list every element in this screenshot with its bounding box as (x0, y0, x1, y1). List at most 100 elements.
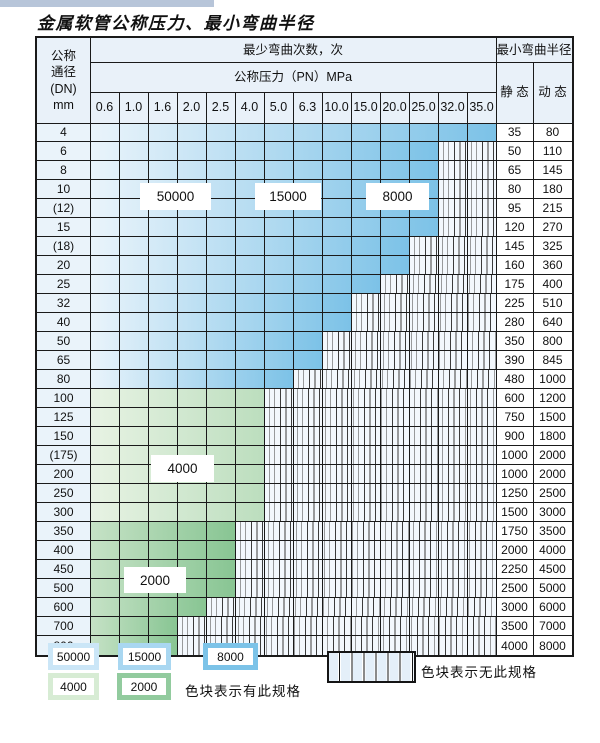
no-spec-region (409, 256, 496, 274)
pressure-col-header: 1.6 (148, 92, 177, 123)
legend-swatch-15000: 15000 (118, 643, 171, 670)
static-radius-cell: 1750 (496, 522, 533, 540)
legend-swatch-2000: 2000 (117, 673, 171, 700)
pressure-grid-line (438, 92, 439, 655)
static-radius-cell: 900 (496, 427, 533, 445)
nominal-pressure-header: 公称压力（PN）MPa (90, 62, 496, 92)
dn-header-line: (DN) (50, 81, 77, 96)
dynamic-radius-cell: 8000 (533, 636, 572, 655)
table-row: 8 65 145 (37, 161, 572, 180)
spec-available-region (90, 313, 351, 331)
pressure-bend-table: 公称 通径 (DN) mm 最少弯曲次数，次 最小弯曲半径 公称压力（PN）MPa 静… (35, 36, 574, 657)
legend-has-spec-note: 色块表示有此规格 (185, 684, 301, 699)
dn-header-line: 通径 (50, 65, 76, 79)
static-column-header: 静 态 (496, 62, 533, 123)
table-row: 40 280 640 (37, 313, 572, 332)
static-radius-cell: 35 (496, 123, 533, 141)
dn-cell: 6 (37, 142, 90, 160)
table-row: 700 3500 7000 (37, 617, 572, 636)
dynamic-radius-cell: 2500 (533, 484, 572, 502)
dn-cell: 100 (37, 389, 90, 407)
static-radius-cell: 1000 (496, 446, 533, 464)
pressure-col-header: 0.6 (90, 92, 119, 123)
dynamic-radius-cell: 325 (533, 237, 572, 255)
dn-cell: 80 (37, 370, 90, 388)
static-radius-cell: 160 (496, 256, 533, 274)
table-row: 350 1750 3500 (37, 522, 572, 541)
legend-no-spec-swatch (327, 651, 416, 683)
spec-available-region (90, 541, 235, 559)
static-radius-cell: 750 (496, 408, 533, 426)
table-row: 300 1500 3000 (37, 503, 572, 522)
table-row: 50 350 800 (37, 332, 572, 351)
static-radius-cell: 65 (496, 161, 533, 179)
no-spec-region (235, 522, 496, 540)
dn-cell: 40 (37, 313, 90, 331)
dynamic-radius-cell: 5000 (533, 579, 572, 597)
pressure-col-header: 2.5 (206, 92, 235, 123)
table-row: 150 900 1800 (37, 427, 572, 446)
dynamic-radius-cell: 400 (533, 275, 572, 293)
dynamic-radius-cell: 800 (533, 332, 572, 350)
dn-cell: 8 (37, 161, 90, 179)
no-spec-region (351, 313, 496, 331)
table-row: 80 480 1000 (37, 370, 572, 389)
no-spec-region (235, 579, 496, 597)
table-row: 200 1000 2000 (37, 465, 572, 484)
dn-column-header: 公称 通径 (DN) mm (37, 38, 90, 123)
dynamic-radius-cell: 1800 (533, 427, 572, 445)
legend-swatch-50000: 50000 (48, 643, 99, 670)
dn-cell: 200 (37, 465, 90, 483)
dn-cell: 500 (37, 579, 90, 597)
pressure-col-header: 5.0 (264, 92, 293, 123)
static-radius-cell: 50 (496, 142, 533, 160)
pressure-col-header: 25.0 (409, 92, 438, 123)
scan-edge-strip (0, 0, 214, 7)
static-dynamic-divider (533, 62, 534, 655)
dynamic-radius-cell: 640 (533, 313, 572, 331)
dn-header-line: 公称 (50, 48, 76, 63)
region-label-2000: 2000 (124, 567, 186, 593)
no-spec-region (351, 294, 496, 312)
legend-swatch-8000: 8000 (203, 643, 258, 670)
dn-cell: 15 (37, 218, 90, 236)
dn-cell: 32 (37, 294, 90, 312)
pressure-grid-line (351, 92, 352, 655)
spec-available-region (90, 617, 177, 635)
no-spec-region (293, 370, 496, 388)
table-row: 125 750 1500 (37, 408, 572, 427)
table-row: (18) 145 325 (37, 237, 572, 256)
dn-cell: (175) (37, 446, 90, 464)
dynamic-radius-cell: 510 (533, 294, 572, 312)
pressure-grid-line (119, 92, 120, 655)
region-label-15000: 15000 (255, 183, 321, 210)
dynamic-radius-cell: 80 (533, 123, 572, 141)
static-radius-cell: 480 (496, 370, 533, 388)
pressure-col-header: 35.0 (467, 92, 496, 123)
static-radius-cell: 280 (496, 313, 533, 331)
static-radius-cell: 3500 (496, 617, 533, 635)
table-row: 500 2500 5000 (37, 579, 572, 598)
dn-cell: 250 (37, 484, 90, 502)
pressure-grid-line (409, 92, 410, 655)
no-spec-region (235, 560, 496, 578)
table-row: 25 175 400 (37, 275, 572, 294)
legend-label-4000: 4000 (53, 678, 94, 695)
pressure-col-header: 2.0 (177, 92, 206, 123)
spec-available-region (90, 237, 409, 255)
pressure-col-header: 20.0 (380, 92, 409, 123)
pressure-grid-line (206, 92, 207, 655)
dynamic-column-header: 动 态 (533, 62, 572, 123)
static-radius-cell: 120 (496, 218, 533, 236)
dynamic-radius-cell: 3000 (533, 503, 572, 521)
dynamic-radius-cell: 2000 (533, 446, 572, 464)
pressure-col-header: 4.0 (235, 92, 264, 123)
dn-cell: 65 (37, 351, 90, 369)
dn-cell: (12) (37, 199, 90, 217)
pressure-grid-line (177, 92, 178, 655)
dn-cell: 600 (37, 598, 90, 616)
dn-cell: 4 (37, 123, 90, 141)
dn-cell: 150 (37, 427, 90, 445)
dynamic-radius-cell: 4500 (533, 560, 572, 578)
dn-column-divider (90, 38, 91, 655)
